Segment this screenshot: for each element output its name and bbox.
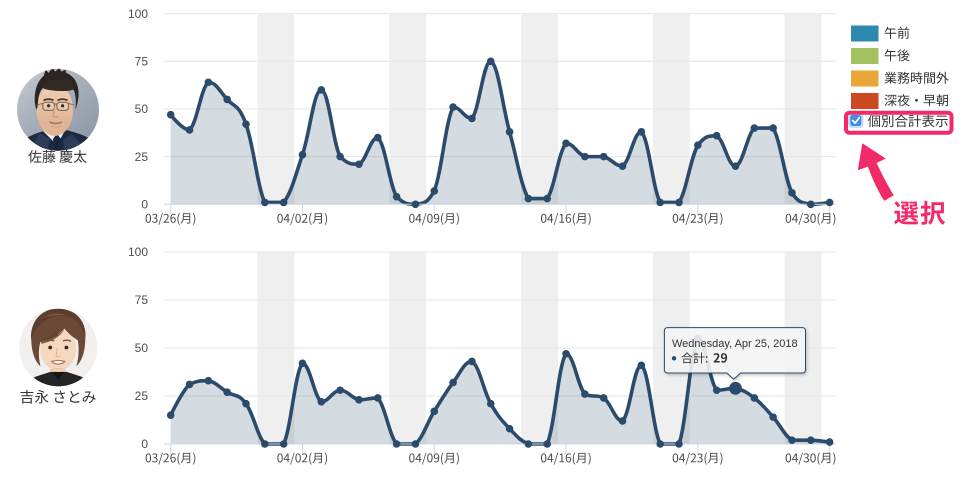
svg-text:100: 100 xyxy=(128,7,148,21)
svg-text:50: 50 xyxy=(135,341,149,355)
svg-text:0: 0 xyxy=(141,198,148,212)
svg-text:75: 75 xyxy=(135,55,149,69)
svg-text:25: 25 xyxy=(135,389,149,403)
svg-text:25: 25 xyxy=(135,150,149,164)
svg-text:Wednesday, Apr 25, 2018: Wednesday, Apr 25, 2018 xyxy=(672,338,798,350)
svg-text:100: 100 xyxy=(128,245,148,259)
svg-text:75: 75 xyxy=(135,293,149,307)
svg-text:50: 50 xyxy=(135,102,149,116)
svg-text:0: 0 xyxy=(141,437,148,451)
